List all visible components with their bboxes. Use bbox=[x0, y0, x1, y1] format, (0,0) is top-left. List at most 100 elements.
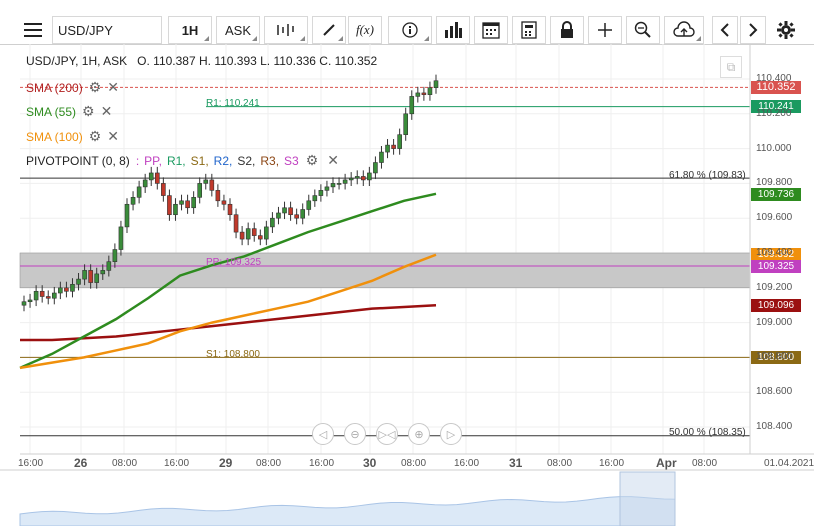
candle-body bbox=[118, 226, 124, 250]
draw-icon bbox=[323, 24, 335, 36]
pp-label: PP: 109.325 bbox=[206, 257, 262, 268]
candle-body bbox=[306, 200, 312, 210]
close-icon[interactable]: ✕ bbox=[107, 79, 119, 95]
candle-body bbox=[76, 278, 81, 285]
candle-body bbox=[161, 183, 166, 196]
candle-body bbox=[421, 92, 427, 95]
legend-sma55: SMA (55) ⚙ ✕ bbox=[26, 103, 112, 120]
candle-body bbox=[21, 301, 27, 306]
gear-icon[interactable]: ⚙ bbox=[305, 152, 319, 168]
candles-icon bbox=[277, 24, 294, 36]
navigator-area bbox=[19, 496, 676, 526]
crosshair-icon bbox=[598, 23, 612, 37]
settings-button[interactable] bbox=[772, 16, 800, 44]
fib618-label: 61.80 % (109.83) bbox=[669, 170, 746, 181]
symbol-input[interactable] bbox=[52, 16, 162, 44]
gear-icon[interactable]: ⚙ bbox=[88, 128, 102, 144]
price-chart[interactable] bbox=[0, 44, 814, 526]
candle-body bbox=[391, 144, 396, 149]
sma-line bbox=[19, 192, 437, 369]
candle-body bbox=[142, 179, 148, 188]
x-tick-label: 16:00 bbox=[164, 458, 190, 469]
x-tick-label: 16:00 bbox=[309, 458, 335, 469]
draw-button[interactable] bbox=[312, 16, 346, 44]
candle-body bbox=[324, 186, 330, 191]
candle-body bbox=[330, 183, 336, 188]
calendar-button[interactable] bbox=[474, 16, 508, 44]
volume-button[interactable] bbox=[436, 16, 470, 44]
calendar-icon bbox=[482, 22, 500, 39]
lock-button[interactable] bbox=[550, 16, 584, 44]
calculator-button[interactable] bbox=[512, 16, 546, 44]
close-icon[interactable]: ✕ bbox=[100, 103, 113, 119]
price-tag: 109.325 bbox=[751, 259, 801, 273]
pivot-s3: S3 bbox=[284, 153, 299, 168]
candle-body bbox=[373, 162, 378, 174]
zoom-button[interactable] bbox=[626, 16, 660, 44]
info-button[interactable] bbox=[388, 16, 432, 44]
price-tag: 109.096 bbox=[751, 299, 801, 313]
x-tick-label: 16:00 bbox=[18, 458, 44, 469]
zoom-in-icon: ⊕ bbox=[414, 428, 424, 441]
reset-zoom-button[interactable]: ▷◁ bbox=[376, 423, 398, 445]
zoom-icon bbox=[634, 21, 651, 38]
info-icon bbox=[402, 22, 418, 38]
arrow-left-icon: ◁ bbox=[318, 428, 328, 441]
zoom-out-icon: ⊖ bbox=[350, 428, 360, 441]
y-tick-label: 109.400 bbox=[756, 247, 793, 258]
x-tick-label: 08:00 bbox=[547, 458, 573, 469]
crosshair-button[interactable] bbox=[588, 16, 622, 44]
y-tick-label: 109.600 bbox=[756, 212, 793, 224]
candle-body bbox=[124, 203, 130, 228]
price-tag: 110.241 bbox=[751, 100, 801, 114]
price-type-button[interactable]: ASK bbox=[216, 16, 260, 44]
lock-icon bbox=[561, 21, 573, 38]
sma200-label: SMA (200) bbox=[26, 80, 83, 95]
candle-body bbox=[197, 183, 203, 198]
r1-label: R1: 110.241 bbox=[206, 98, 260, 109]
function-button[interactable]: f(x) bbox=[348, 16, 382, 44]
candle-body bbox=[385, 144, 390, 153]
gear-icon[interactable]: ⚙ bbox=[88, 79, 102, 95]
candle-body bbox=[360, 176, 366, 181]
zoom-in-button[interactable]: ⊕ bbox=[408, 423, 430, 445]
price-tag: 109.736 bbox=[751, 188, 801, 202]
chart-type-button[interactable] bbox=[264, 16, 308, 44]
candle-body bbox=[288, 207, 293, 216]
x-tick-label: 08:00 bbox=[401, 458, 427, 469]
candle-body bbox=[148, 172, 154, 181]
pivot-separator: : bbox=[135, 153, 140, 168]
scroll-left-button[interactable]: ◁ bbox=[312, 423, 334, 445]
candle-body bbox=[215, 190, 221, 202]
close-icon[interactable]: ✕ bbox=[107, 128, 119, 144]
scroll-right-button[interactable]: ▷ bbox=[440, 423, 462, 445]
candle-body bbox=[300, 209, 306, 219]
candle-body bbox=[233, 214, 239, 233]
y-tick-label: 110.200 bbox=[756, 107, 792, 119]
chart-area[interactable] bbox=[0, 44, 814, 526]
candle-body bbox=[209, 179, 215, 191]
candle-body bbox=[179, 200, 184, 205]
timeframe-button[interactable]: 1H bbox=[168, 16, 212, 44]
cloud-upload-button[interactable] bbox=[664, 16, 704, 44]
y-tick-label: 110.000 bbox=[756, 142, 792, 154]
prev-button[interactable] bbox=[712, 16, 738, 44]
candle-body bbox=[70, 284, 75, 292]
zoom-out-button[interactable]: ⊖ bbox=[344, 423, 366, 445]
menu-button[interactable] bbox=[18, 16, 48, 44]
gear-icon[interactable]: ⚙ bbox=[82, 103, 95, 119]
next-button[interactable] bbox=[740, 16, 766, 44]
price-tag: 110.352 bbox=[751, 80, 801, 94]
arrow-right-icon: ▷ bbox=[446, 428, 456, 441]
candle-body bbox=[130, 197, 136, 205]
pivot-r2: R2, bbox=[213, 153, 233, 168]
x-tick-label: 16:00 bbox=[599, 458, 625, 469]
popout-button[interactable]: ⧉ bbox=[720, 56, 742, 78]
y-tick-label: 108.400 bbox=[756, 421, 793, 432]
candle-body bbox=[348, 177, 354, 181]
candle-body bbox=[270, 217, 275, 228]
pivot-label: PIVOTPOINT (0, 8) bbox=[26, 153, 130, 168]
candle-body bbox=[185, 200, 190, 209]
candle-body bbox=[58, 287, 63, 294]
close-icon[interactable]: ✕ bbox=[327, 152, 340, 168]
